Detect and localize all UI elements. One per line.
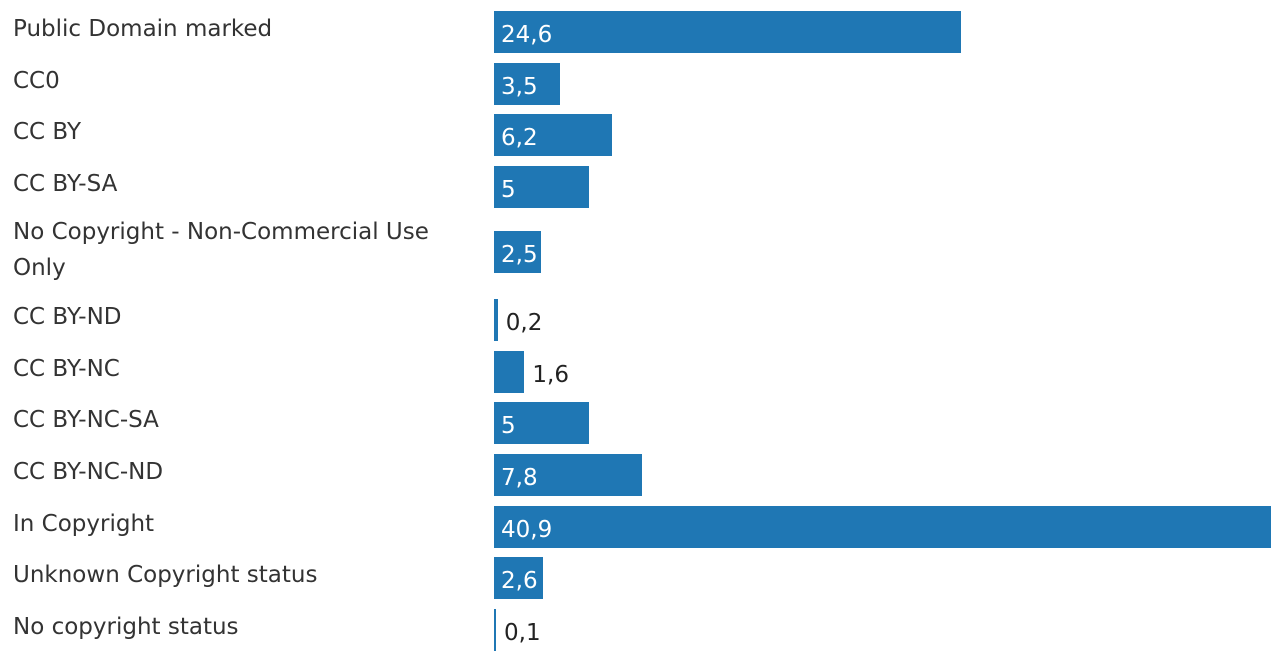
category-label: CC BY-NC <box>13 356 120 382</box>
value-label: 5 <box>501 413 516 439</box>
category-label: CC BY-NC-ND <box>13 459 164 485</box>
value-label: 2,5 <box>501 242 538 268</box>
category-label: No Copyright - Non-Commercial Use Only <box>13 219 429 281</box>
value-label: 24,6 <box>501 22 553 48</box>
category-label: In Copyright <box>13 511 155 537</box>
category-label: CC BY-NC-SA <box>13 407 159 433</box>
bar <box>494 454 643 496</box>
value-label: 7,8 <box>501 465 538 491</box>
value-label: 6,2 <box>501 125 538 151</box>
bar-row: CC BY-ND 0,2 <box>0 299 1271 341</box>
bar-row: No Copyright - Non-Commercial Use Only 2,… <box>0 219 1271 281</box>
value-label: 2,6 <box>501 568 538 594</box>
bar-row: CC BY-NC-ND 7,8 <box>0 454 1271 496</box>
category-label: CC0 <box>13 68 60 94</box>
bar-row: CC0 3,5 <box>0 63 1271 105</box>
bar-row: CC BY-NC-SA 5 <box>0 402 1271 444</box>
bar <box>494 166 589 208</box>
bar-row: No copyright status 0,1 <box>0 609 1271 651</box>
bar-row: CC BY-NC 1,6 <box>0 351 1271 393</box>
bar <box>494 506 1271 548</box>
value-label: 40,9 <box>501 517 553 543</box>
value-label: 0,1 <box>504 620 541 646</box>
bar <box>494 63 561 105</box>
bar <box>494 402 589 444</box>
bar <box>494 299 498 341</box>
bar <box>494 557 544 599</box>
bar-row: Unknown Copyright status 2,6 <box>0 557 1271 599</box>
bar <box>494 351 525 393</box>
bar <box>494 609 496 651</box>
bar-row: In Copyright 40,9 <box>0 506 1271 548</box>
category-label: Public Domain marked <box>13 16 273 42</box>
value-label: 0,2 <box>505 310 543 336</box>
bar <box>494 231 542 273</box>
value-label: 5 <box>501 177 516 203</box>
bar-row: CC BY-SA 5 <box>0 166 1271 208</box>
value-label: 1,6 <box>532 362 569 388</box>
bar-row: CC BY 6,2 <box>0 114 1271 156</box>
bar-row: Public Domain marked 24,6 <box>0 11 1271 53</box>
bar <box>494 114 612 156</box>
value-label: 3,5 <box>501 74 538 100</box>
category-label: CC BY-ND <box>13 304 122 330</box>
category-label: No copyright status <box>13 614 239 640</box>
bar <box>494 11 962 53</box>
category-label: CC BY <box>13 119 82 145</box>
category-label: Unknown Copyright status <box>13 562 318 588</box>
category-label: CC BY-SA <box>13 171 118 197</box>
